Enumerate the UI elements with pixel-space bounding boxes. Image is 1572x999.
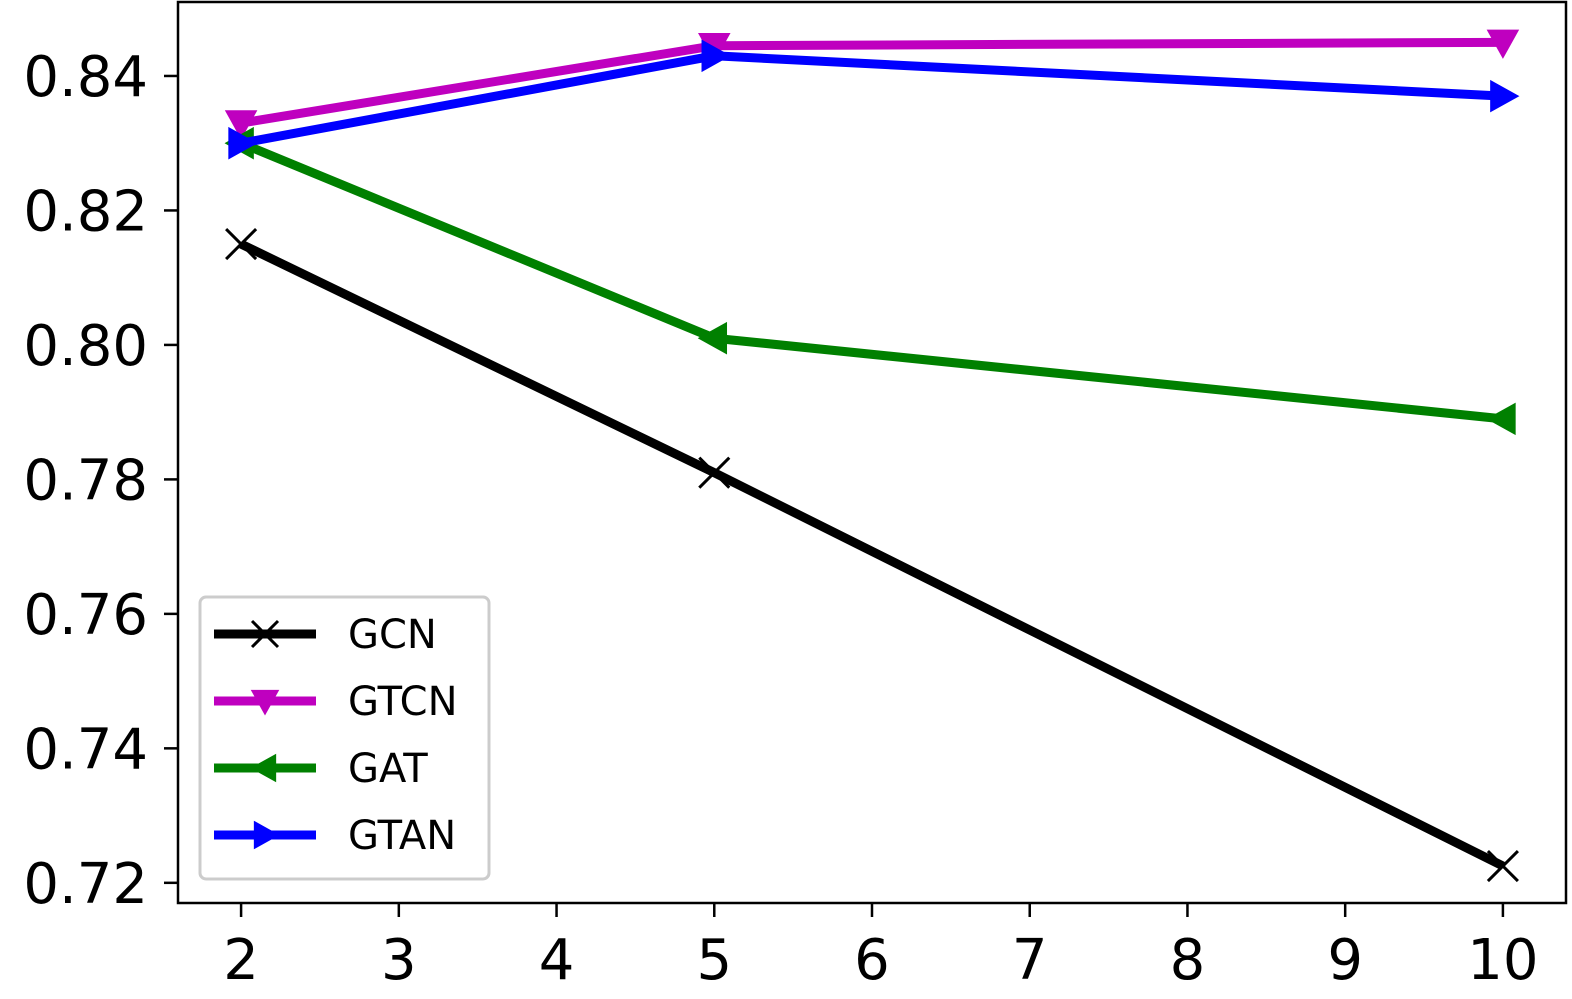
x-tick-label: 5 (696, 928, 732, 993)
series-gcn (225, 227, 1519, 883)
data-point-gtan (228, 126, 258, 160)
x-tick-label: 7 (1012, 928, 1048, 993)
data-point-gat (697, 321, 728, 355)
x-tick-label: 6 (854, 928, 890, 993)
y-tick-label: 0.82 (23, 179, 148, 244)
legend: GCN GTCN GAT GTAN (198, 595, 491, 881)
series-gat (224, 126, 1516, 436)
legend-label-gtan: GTAN (348, 813, 456, 859)
data-point-gtan (1490, 79, 1520, 113)
series-gtcn (224, 29, 1520, 140)
series-line-gat (239, 139, 1504, 424)
legend-box (198, 595, 491, 881)
x-tick-label: 8 (1170, 928, 1206, 993)
series-gtan (228, 39, 1520, 160)
series-line-gtan (240, 51, 1504, 148)
y-tick-label: 0.74 (23, 717, 148, 782)
data-point-gtan (701, 39, 731, 73)
axes-layer: 2 3 4 5 6 7 8 9 10 0.72 0.74 0.76 0.78 0.80 0.82 0.84 (23, 0, 1568, 993)
data-point-gat (1486, 402, 1516, 436)
legend-label-gat: GAT (348, 746, 428, 792)
y-tick-label: 0.78 (23, 448, 148, 513)
legend-entry-gat: GAT (214, 746, 428, 792)
legend-label-gtcn: GTCN (348, 679, 458, 725)
data-point-gcn (698, 456, 731, 489)
legend-marker-gat (250, 753, 277, 783)
y-tick-label: 0.84 (23, 45, 148, 110)
y-tick-label: 0.80 (23, 314, 148, 379)
x-tick-label: 10 (1467, 928, 1538, 993)
legend-entry-gtan: GTAN (214, 813, 456, 859)
legend-marker-gcn (250, 619, 280, 649)
x-tick-label: 3 (381, 928, 417, 993)
y-tick-label: 0.72 (23, 852, 148, 917)
data-point-gtcn (224, 110, 258, 140)
legend-label-gcn: GCN (348, 612, 437, 658)
x-tick-label: 2 (223, 928, 259, 993)
data-point-gtcn (1486, 29, 1520, 59)
series-layer (224, 29, 1520, 883)
y-tick-label: 0.76 (23, 583, 148, 648)
data-point-gcn (1486, 849, 1519, 883)
legend-entry-gcn: GCN (214, 612, 437, 658)
legend-entry-gtcn: GTCN (214, 679, 458, 725)
legend-marker-gtan (253, 820, 280, 850)
x-tick-label: 9 (1327, 928, 1363, 993)
x-tick-label: 4 (539, 928, 575, 993)
data-point-gcn (225, 227, 258, 261)
legend-marker-gtcn (250, 689, 280, 716)
